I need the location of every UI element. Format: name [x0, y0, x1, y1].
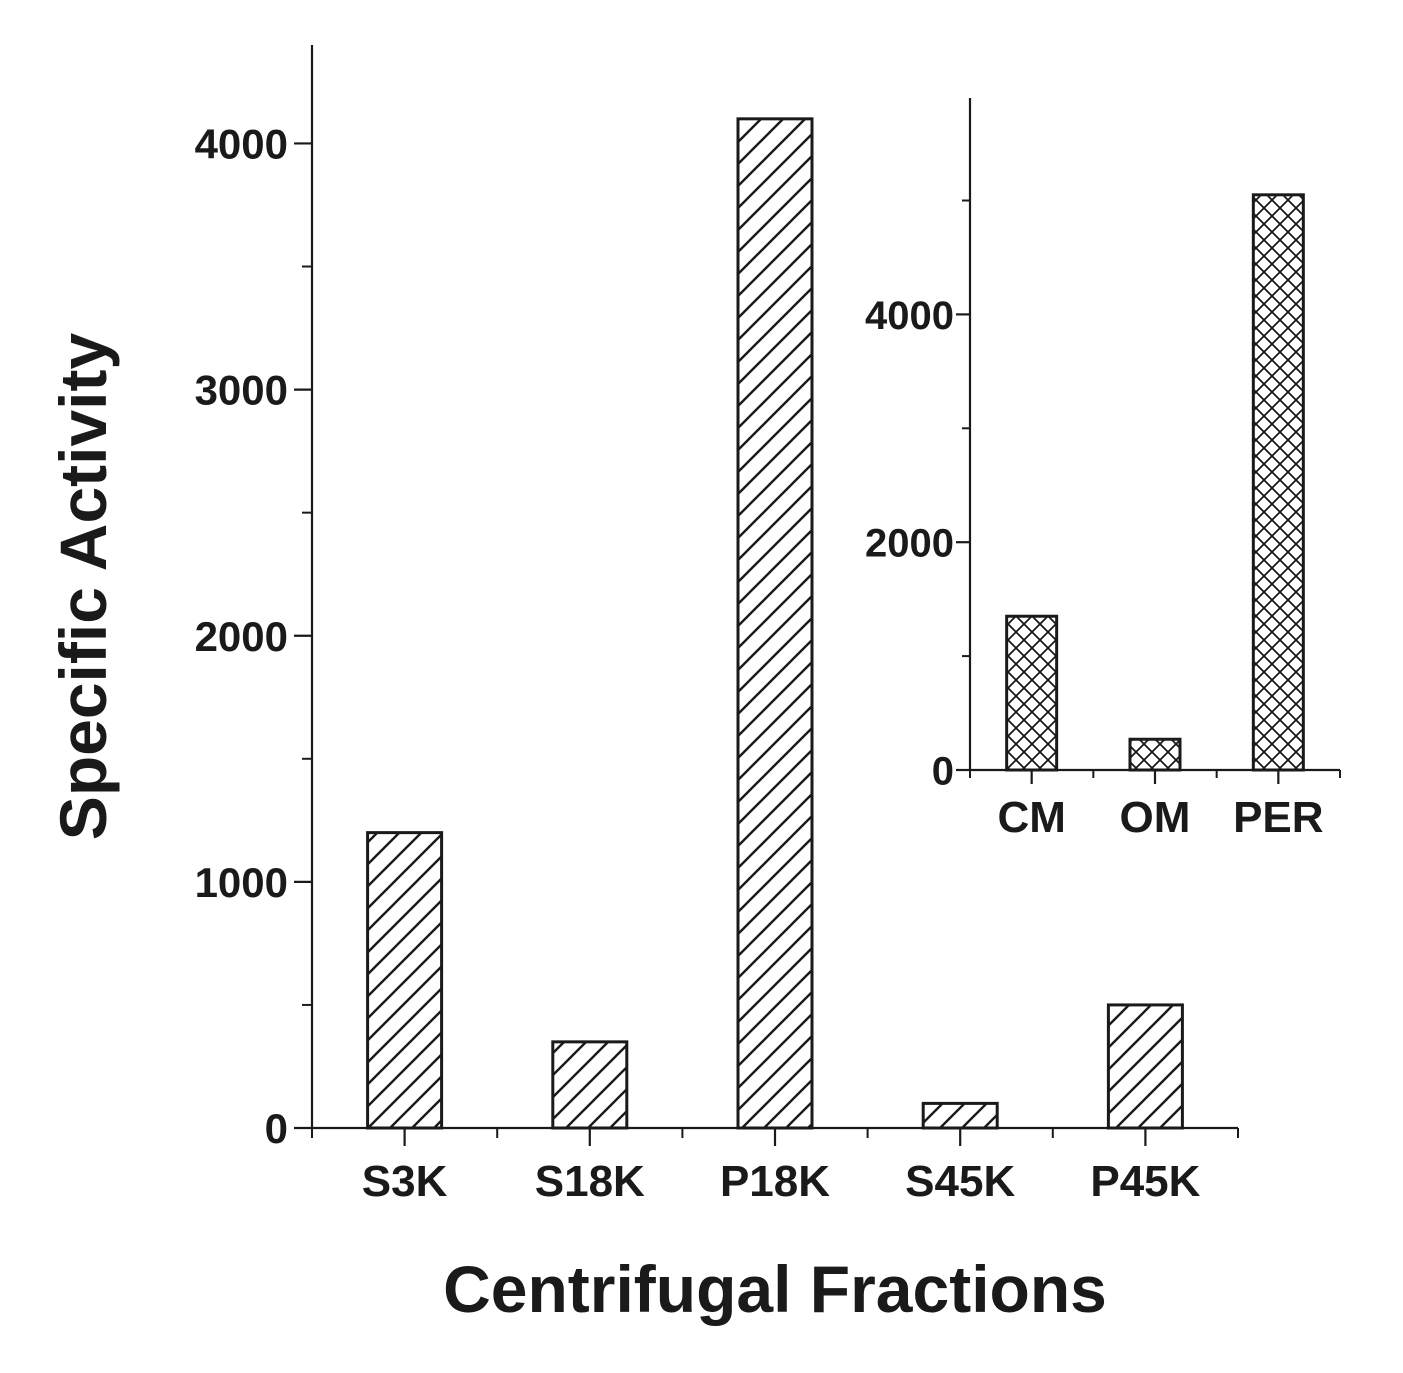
main-bar-s45k	[921, 1101, 999, 1130]
inset-bar-chart: 0 2000 4000 CM OM PER	[865, 98, 1341, 842]
main-category-label: S3K	[362, 1157, 448, 1206]
main-y-tick-label: 3000	[195, 367, 288, 414]
main-y-tick-label: 0	[265, 1105, 288, 1152]
main-y-tick-label: 4000	[195, 121, 288, 168]
main-bar-p45k	[1106, 1003, 1184, 1130]
main-bar-s18k	[551, 1040, 629, 1130]
main-y-tick-label: 1000	[195, 859, 288, 906]
inset-bar-cm	[1005, 614, 1059, 772]
inset-bar-om	[1128, 737, 1182, 772]
main-category-label: S18K	[535, 1157, 645, 1206]
main-category-label: S45K	[905, 1157, 1015, 1206]
main-category-label: P45K	[1090, 1157, 1200, 1206]
main-bar-p18k	[736, 117, 814, 1130]
main-y-axis-title: Specific Activity	[46, 333, 120, 841]
inset-y-tick-label: 2000	[865, 522, 954, 566]
main-x-axis-title: Centrifugal Fractions	[443, 1252, 1107, 1326]
main-bar-s3k	[366, 831, 444, 1130]
inset-y-tick-label: 4000	[865, 294, 954, 338]
inset-category-label: PER	[1233, 793, 1323, 842]
inset-bar-per	[1251, 193, 1305, 772]
main-y-tick-label: 2000	[195, 613, 288, 660]
main-bar-chart: 0 1000 2000 3000 4000 S3K S18K P18K S45K P45K Cent…	[46, 45, 1239, 1326]
inset-category-label: CM	[997, 793, 1065, 842]
main-category-label: P18K	[720, 1157, 830, 1206]
inset-category-label: OM	[1120, 793, 1191, 842]
inset-y-tick-label: 0	[932, 749, 954, 793]
